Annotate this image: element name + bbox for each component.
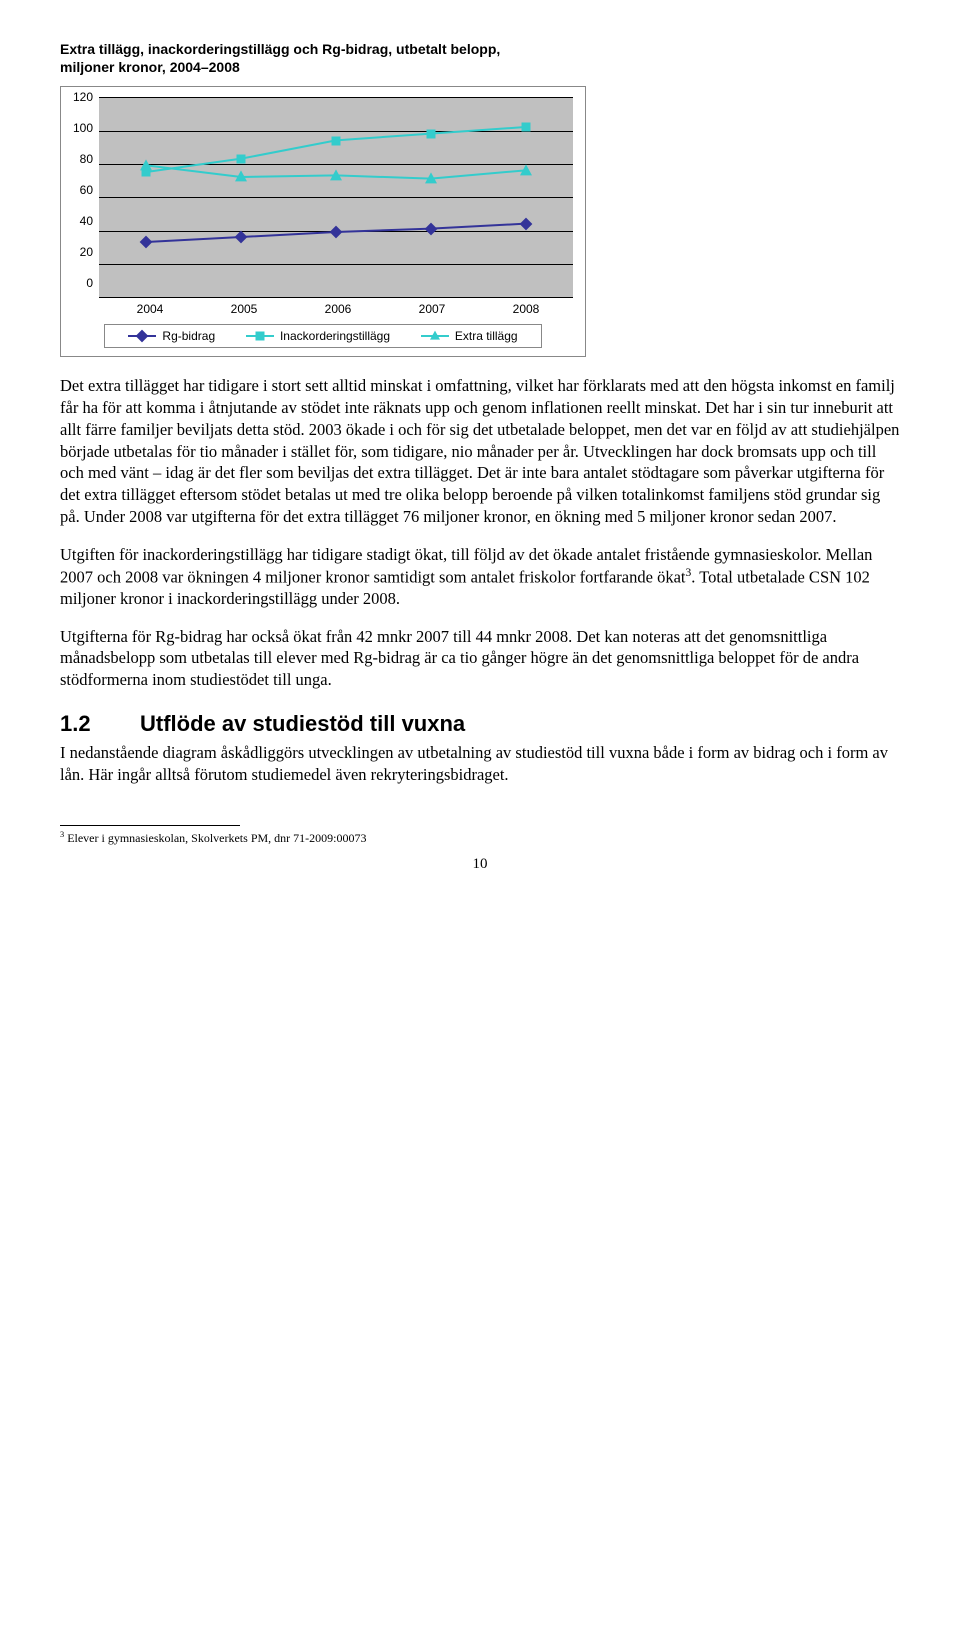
x-axis: 20042005200620072008 [103, 298, 573, 316]
page-number: 10 [60, 856, 900, 873]
y-tick: 100 [73, 121, 93, 135]
chart-title-line1: Extra tillägg, inackorderingstillägg och… [60, 41, 500, 57]
legend-item: Extra tillägg [421, 329, 518, 343]
chart-plot [99, 97, 573, 298]
y-tick: 80 [80, 152, 93, 166]
paragraph-3: Utgifterna för Rg-bidrag har också ökat … [60, 626, 900, 691]
chart-legend: Rg-bidrag Inackorderingstillägg Extra till… [104, 324, 542, 348]
paragraph-2: Utgiften för inackorderingstillägg har t… [60, 544, 900, 610]
footnote: 3 Elever i gymnasieskolan, Skolverkets P… [60, 830, 900, 846]
legend-item: Rg-bidrag [128, 329, 215, 343]
section-title: Utflöde av studiestöd till vuxna [140, 711, 465, 736]
marker [330, 169, 342, 180]
x-tick: 2007 [385, 298, 479, 316]
y-tick: 20 [80, 245, 93, 259]
y-axis: 120 100 80 60 40 20 0 [73, 90, 99, 290]
x-tick: 2006 [291, 298, 385, 316]
x-tick: 2004 [103, 298, 197, 316]
body-text: Det extra tillägget har tidigare i stort… [60, 375, 900, 785]
legend-label: Inackorderingstillägg [280, 329, 390, 343]
marker [425, 172, 437, 183]
legend-label: Rg-bidrag [162, 329, 215, 343]
legend-label: Extra tillägg [455, 329, 518, 343]
section-number: 1.2 [60, 709, 140, 738]
y-tick: 120 [73, 90, 93, 104]
series-Extra tillägg [99, 97, 573, 297]
legend-item: Inackorderingstillägg [246, 329, 390, 343]
y-tick: 60 [80, 183, 93, 197]
paragraph-4: I nedanstående diagram åskådliggörs utve… [60, 742, 900, 786]
chart-container: 120 100 80 60 40 20 0 20042005200620072008 Rg-… [60, 86, 586, 357]
chart-title: Extra tillägg, inackorderingstillägg och… [60, 40, 900, 76]
chart-title-line2: miljoner kronor, 2004–2008 [60, 59, 240, 75]
paragraph-1: Det extra tillägget har tidigare i stort… [60, 375, 900, 527]
marker [520, 164, 532, 175]
section-heading: 1.2Utflöde av studiestöd till vuxna [60, 709, 900, 738]
x-tick: 2008 [479, 298, 573, 316]
footnote-rule [60, 825, 240, 826]
marker [140, 159, 152, 170]
marker [235, 171, 247, 182]
x-tick: 2005 [197, 298, 291, 316]
y-tick: 40 [80, 214, 93, 228]
y-tick: 0 [86, 276, 93, 290]
